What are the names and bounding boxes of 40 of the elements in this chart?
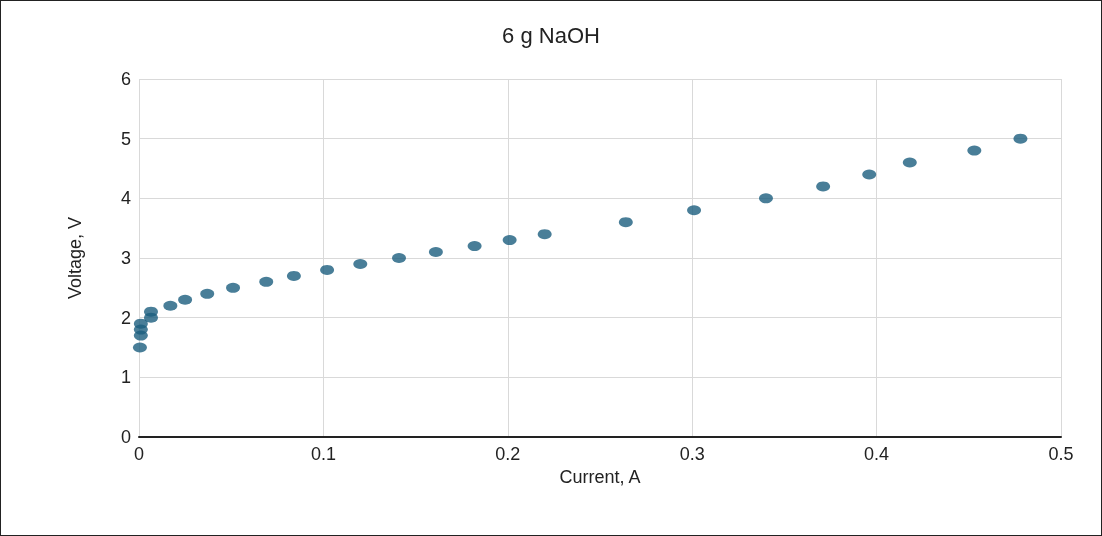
y-axis-title: Voltage, V — [65, 216, 85, 300]
point — [902, 157, 917, 168]
point — [862, 169, 877, 180]
point — [286, 270, 301, 281]
y-tick-label: 6 — [120, 69, 131, 89]
point — [428, 247, 443, 258]
x-axis-title: Current, A — [559, 466, 641, 487]
x-tick-label: 0.5 — [1048, 444, 1074, 464]
x-tick-label: 0 — [133, 444, 145, 464]
x-tick-label: 0.2 — [495, 444, 521, 464]
point — [320, 264, 335, 275]
y-tick-label: 1 — [120, 367, 131, 388]
x-tick-label: 0.3 — [679, 444, 705, 464]
point — [1013, 133, 1028, 144]
point — [816, 181, 831, 192]
point — [467, 241, 482, 252]
point — [537, 229, 552, 240]
point — [144, 306, 158, 317]
point — [353, 258, 368, 269]
point — [178, 294, 193, 305]
x-tick-label: 0.4 — [864, 444, 890, 464]
point — [967, 145, 982, 156]
point — [502, 235, 517, 246]
y-tick-label: 4 — [120, 188, 131, 209]
point — [758, 193, 773, 204]
point — [687, 205, 702, 216]
point — [259, 276, 274, 287]
chart-title: 6 g NaOH — [502, 22, 600, 48]
point — [226, 282, 241, 293]
point — [392, 253, 406, 263]
point — [132, 342, 147, 353]
y-tick-label: 2 — [120, 307, 131, 328]
y-tick-label: 5 — [120, 128, 131, 149]
x-tick-label: 0.1 — [310, 444, 336, 464]
point — [200, 288, 215, 299]
y-tick-label: 0 — [120, 427, 131, 447]
y-tick-label: 3 — [120, 248, 131, 268]
point — [133, 318, 148, 329]
point — [618, 217, 633, 228]
point — [163, 300, 178, 311]
